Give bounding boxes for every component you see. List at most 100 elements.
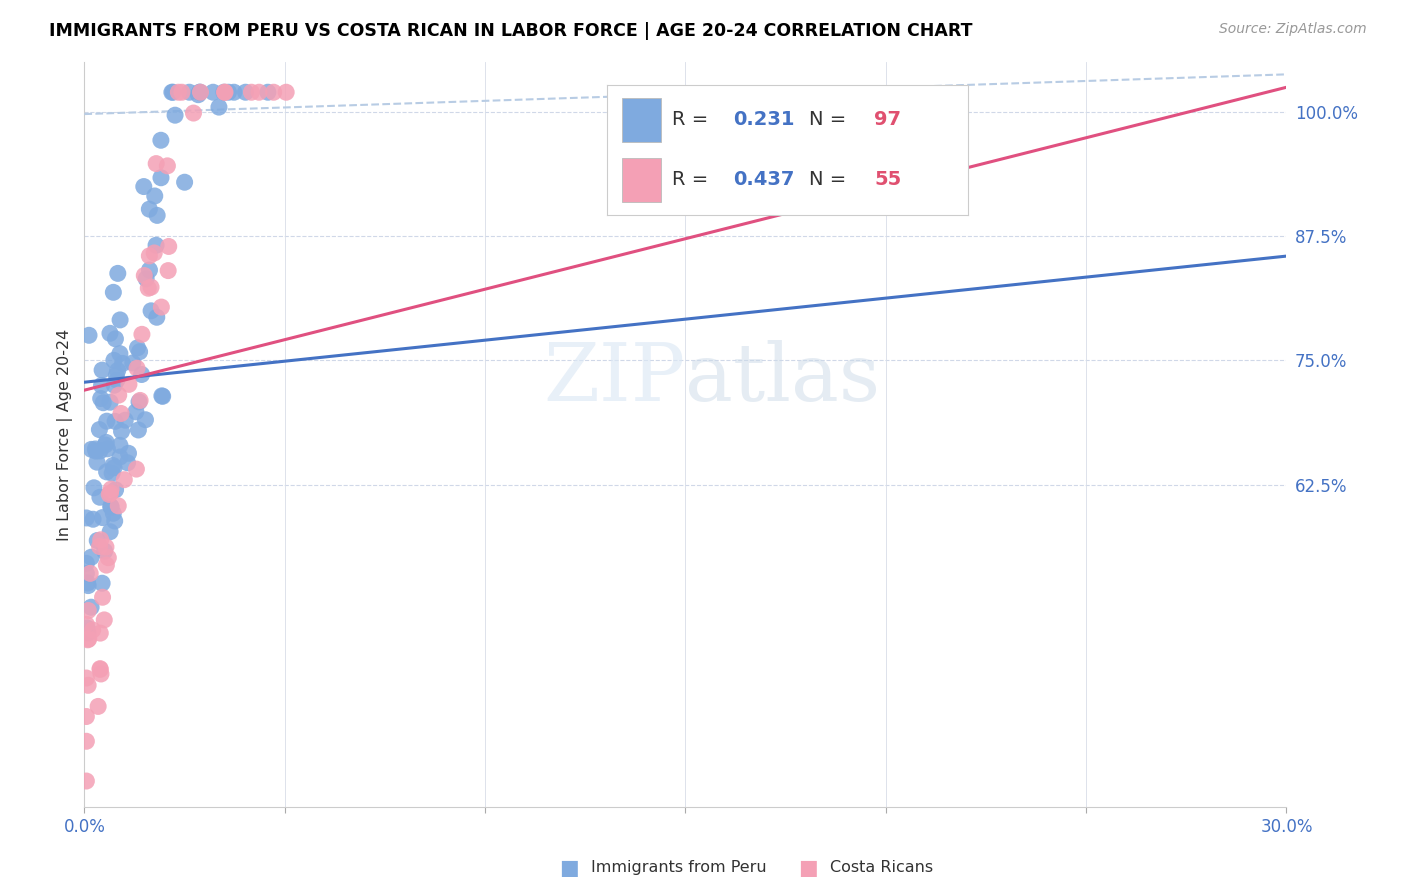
Point bbox=[103, 378, 125, 392]
Point bbox=[100, 486, 122, 500]
Point bbox=[190, 85, 212, 99]
Point bbox=[96, 414, 118, 428]
Point bbox=[134, 268, 156, 283]
Point bbox=[107, 388, 129, 402]
Point bbox=[188, 85, 211, 99]
Point bbox=[75, 709, 97, 723]
Point bbox=[222, 85, 245, 99]
Point bbox=[107, 363, 129, 377]
Point bbox=[75, 734, 97, 748]
Point bbox=[104, 483, 127, 497]
Point bbox=[90, 533, 112, 547]
Point bbox=[98, 524, 121, 539]
Point bbox=[138, 202, 160, 216]
Point bbox=[96, 442, 118, 456]
Point bbox=[276, 85, 298, 99]
Point bbox=[125, 361, 148, 376]
Point bbox=[100, 500, 122, 514]
Point bbox=[139, 280, 162, 294]
Point bbox=[108, 438, 131, 452]
Point bbox=[76, 632, 98, 647]
Point bbox=[89, 423, 111, 437]
Point bbox=[263, 85, 285, 99]
Point bbox=[77, 603, 100, 617]
Text: atlas: atlas bbox=[686, 340, 880, 418]
Point bbox=[89, 662, 111, 676]
Point bbox=[90, 667, 112, 681]
Point bbox=[77, 626, 100, 640]
Point bbox=[125, 462, 148, 476]
Point bbox=[105, 368, 128, 383]
Point bbox=[75, 774, 97, 789]
Point bbox=[93, 613, 115, 627]
Point bbox=[91, 510, 114, 524]
Point bbox=[104, 414, 127, 428]
Point bbox=[107, 499, 129, 513]
Point bbox=[117, 456, 139, 470]
Point bbox=[77, 578, 100, 592]
Point bbox=[104, 514, 127, 528]
Point bbox=[77, 678, 100, 692]
Point bbox=[87, 699, 110, 714]
Point bbox=[212, 85, 235, 99]
Text: ■: ■ bbox=[799, 858, 818, 878]
Point bbox=[257, 85, 280, 99]
Point bbox=[103, 353, 125, 368]
Point bbox=[75, 511, 97, 525]
Point bbox=[103, 460, 125, 475]
Point bbox=[98, 326, 121, 341]
Point bbox=[135, 272, 157, 286]
Point bbox=[138, 263, 160, 277]
Point bbox=[96, 558, 118, 573]
Point bbox=[146, 310, 169, 325]
Point bbox=[145, 156, 167, 170]
Point bbox=[80, 442, 103, 457]
Point bbox=[110, 407, 132, 421]
Point bbox=[104, 332, 127, 346]
Point bbox=[91, 591, 114, 605]
Point bbox=[89, 490, 111, 504]
Point bbox=[117, 446, 139, 460]
Point bbox=[152, 389, 174, 403]
Text: ZIP: ZIP bbox=[544, 340, 686, 418]
Point bbox=[235, 85, 257, 99]
Point bbox=[89, 662, 111, 676]
Point bbox=[94, 438, 117, 452]
Point bbox=[75, 617, 97, 632]
Point bbox=[150, 300, 173, 314]
Point bbox=[105, 373, 128, 387]
Point bbox=[79, 566, 101, 581]
Point bbox=[121, 356, 143, 370]
Point bbox=[91, 395, 114, 409]
Point bbox=[82, 512, 104, 526]
Point bbox=[86, 533, 108, 548]
Point bbox=[125, 405, 148, 419]
Point bbox=[98, 487, 121, 501]
Point bbox=[112, 473, 135, 487]
Point bbox=[86, 455, 108, 469]
Text: Costa Ricans: Costa Ricans bbox=[830, 861, 932, 875]
Point bbox=[103, 506, 125, 520]
Y-axis label: In Labor Force | Age 20-24: In Labor Force | Age 20-24 bbox=[58, 329, 73, 541]
Point bbox=[167, 85, 190, 99]
Text: Immigrants from Peru: Immigrants from Peru bbox=[591, 861, 766, 875]
Point bbox=[80, 600, 103, 615]
Point bbox=[136, 281, 159, 295]
Point bbox=[76, 576, 98, 591]
Point bbox=[84, 444, 107, 458]
Point bbox=[75, 671, 97, 685]
Text: Source: ZipAtlas.com: Source: ZipAtlas.com bbox=[1219, 22, 1367, 37]
Point bbox=[103, 285, 125, 300]
Point bbox=[143, 189, 166, 203]
Point bbox=[156, 159, 179, 173]
Text: IMMIGRANTS FROM PERU VS COSTA RICAN IN LABOR FORCE | AGE 20-24 CORRELATION CHART: IMMIGRANTS FROM PERU VS COSTA RICAN IN L… bbox=[49, 22, 973, 40]
Point bbox=[89, 626, 111, 640]
Point bbox=[149, 133, 172, 147]
Point bbox=[96, 465, 118, 479]
Point bbox=[150, 389, 173, 403]
Point bbox=[218, 85, 240, 99]
Point bbox=[170, 85, 193, 99]
Point bbox=[183, 106, 205, 120]
Text: ■: ■ bbox=[560, 858, 579, 878]
Point bbox=[77, 328, 100, 343]
